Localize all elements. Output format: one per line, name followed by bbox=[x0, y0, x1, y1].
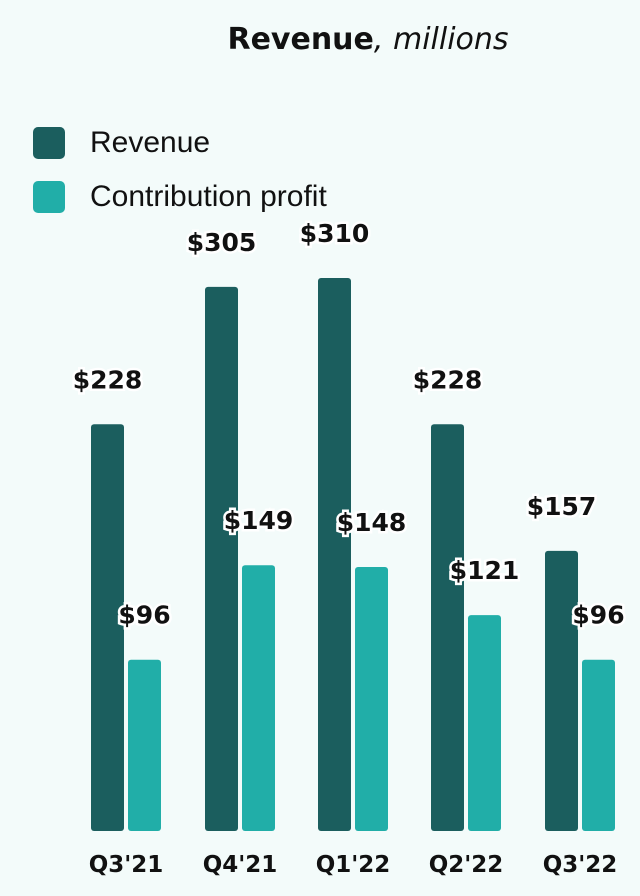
value-label-revenue-q2-22: $228 bbox=[413, 365, 483, 394]
legend-swatch-revenue bbox=[33, 127, 65, 159]
value-label-contribution-profit-q1-22: $148 bbox=[337, 508, 407, 537]
bar-revenue-q2-22 bbox=[431, 424, 464, 831]
value-label-contribution-profit-q2-22: $121 bbox=[450, 556, 520, 585]
value-label-contribution-profit-q3-22: $96 bbox=[572, 601, 624, 630]
chart-title-separator: , bbox=[373, 22, 393, 57]
chart-subtitle: millions bbox=[392, 22, 509, 57]
chart-title-main: Revenue bbox=[227, 22, 374, 57]
chart-title: Revenue, millions bbox=[0, 22, 640, 57]
legend-item-contribution-profit: Contribution profit bbox=[33, 178, 327, 216]
category-label-q4-21: Q4'21 bbox=[203, 852, 278, 878]
value-label-revenue-q4-21: $305 bbox=[187, 228, 257, 257]
value-label-revenue-q3-22: $157 bbox=[527, 492, 597, 521]
value-label-revenue-q3-21: $228 bbox=[73, 365, 143, 394]
bar-contribution-profit-q3-22 bbox=[582, 659, 615, 831]
value-label-contribution-profit-q4-21: $149 bbox=[224, 506, 294, 535]
bar-revenue-q3-22 bbox=[545, 550, 578, 831]
bar-contribution-profit-q3-21 bbox=[128, 659, 161, 831]
legend: Revenue Contribution profit bbox=[33, 124, 327, 232]
bar-contribution-profit-q2-22 bbox=[468, 615, 501, 831]
value-label-contribution-profit-q3-21: $96 bbox=[118, 601, 170, 630]
value-label-revenue-q1-22: $310 bbox=[300, 219, 370, 248]
bar-contribution-profit-q4-21 bbox=[242, 565, 275, 831]
category-label-q1-22: Q1'22 bbox=[316, 852, 391, 878]
bar-contribution-profit-q1-22 bbox=[355, 566, 388, 831]
legend-label-revenue: Revenue bbox=[90, 126, 211, 159]
legend-item-revenue: Revenue bbox=[33, 124, 327, 162]
bar-revenue-q4-21 bbox=[205, 286, 238, 832]
bar-revenue-q1-22 bbox=[318, 278, 351, 831]
legend-swatch-contribution-profit bbox=[33, 181, 65, 213]
category-label-q3-21: Q3'21 bbox=[89, 852, 164, 878]
bar-revenue-q3-21 bbox=[91, 424, 124, 831]
legend-label-contribution-profit: Contribution profit bbox=[90, 180, 327, 213]
category-label-q2-22: Q2'22 bbox=[429, 852, 504, 878]
category-label-q3-22: Q3'22 bbox=[543, 852, 618, 878]
